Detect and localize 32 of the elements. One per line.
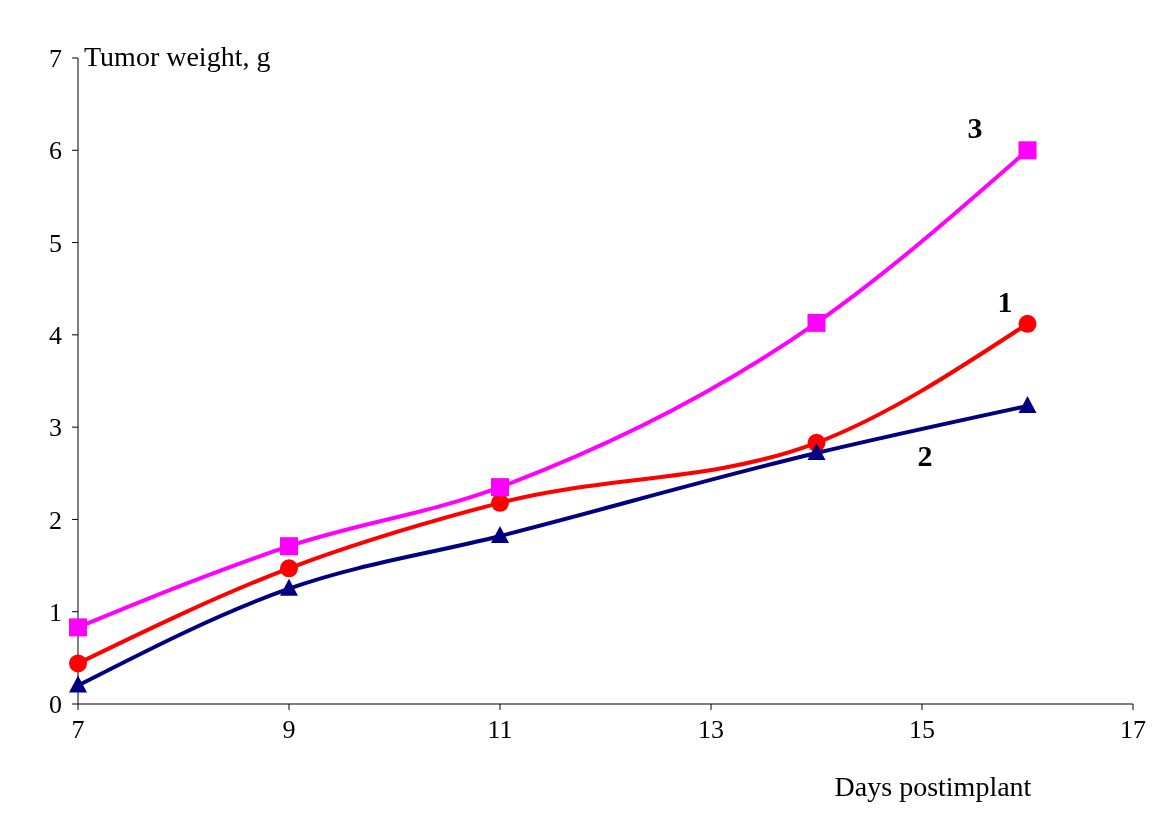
y-tick-label: 7 — [49, 44, 62, 74]
y-tick-label: 5 — [49, 228, 62, 258]
series-label: 2 — [917, 438, 933, 472]
point — [1018, 395, 1037, 413]
x-tick-label: 15 — [909, 715, 935, 744]
y-tick-label: 2 — [49, 505, 62, 535]
y-tick-label: 1 — [49, 597, 62, 627]
point — [69, 675, 87, 693]
point — [1018, 314, 1037, 333]
y-tick-label: 4 — [49, 320, 62, 350]
y-tick-label: 3 — [49, 413, 62, 443]
series-label: 1 — [997, 284, 1013, 318]
point — [491, 478, 509, 497]
x-tick-label: 9 — [282, 715, 296, 744]
x-tick-label: 13 — [698, 715, 724, 744]
point — [69, 654, 87, 673]
point — [491, 526, 509, 544]
point — [807, 442, 826, 460]
x-tick-label: 17 — [1120, 715, 1146, 744]
point — [280, 537, 298, 556]
series-label: 3 — [967, 111, 983, 145]
point — [1018, 141, 1037, 160]
x-axis-title: Days postimplant — [834, 771, 1032, 802]
point — [280, 559, 298, 578]
y-tick-label: 6 — [49, 136, 62, 166]
x-tick-label: 11 — [487, 715, 513, 744]
y-axis-title: Tumor weight, g — [84, 41, 271, 72]
y-tick-label: 0 — [49, 690, 62, 720]
point — [807, 313, 826, 332]
point — [280, 578, 298, 596]
x-tick-label: 7 — [71, 715, 85, 744]
point — [69, 618, 87, 637]
